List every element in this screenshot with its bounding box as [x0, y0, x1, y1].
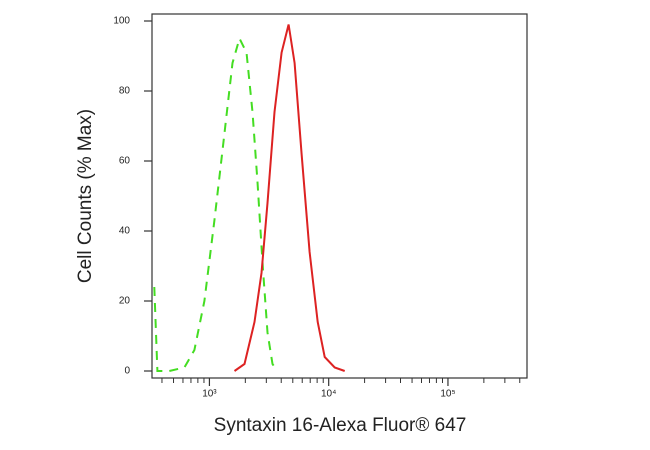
y-tick-label: 40 [119, 226, 131, 237]
y-tick-label: 80 [119, 86, 131, 97]
y-tick-label: 20 [119, 296, 131, 307]
series-line [153, 35, 279, 372]
plot-frame [151, 13, 528, 379]
y-axis-label: Cell Counts (% Max) [75, 109, 96, 283]
x-axis-label: Syntaxin 16-Alexa Fluor® 647 [214, 415, 467, 436]
y-tick-label: 100 [113, 16, 130, 27]
y-tick-label: 0 [124, 366, 130, 377]
y-tick-label: 60 [119, 156, 131, 167]
x-tick-label: 10⁵ [440, 389, 455, 400]
x-tick-label: 10³ [202, 389, 217, 400]
series-line [233, 24, 346, 372]
x-tick-label: 10⁴ [321, 389, 336, 400]
